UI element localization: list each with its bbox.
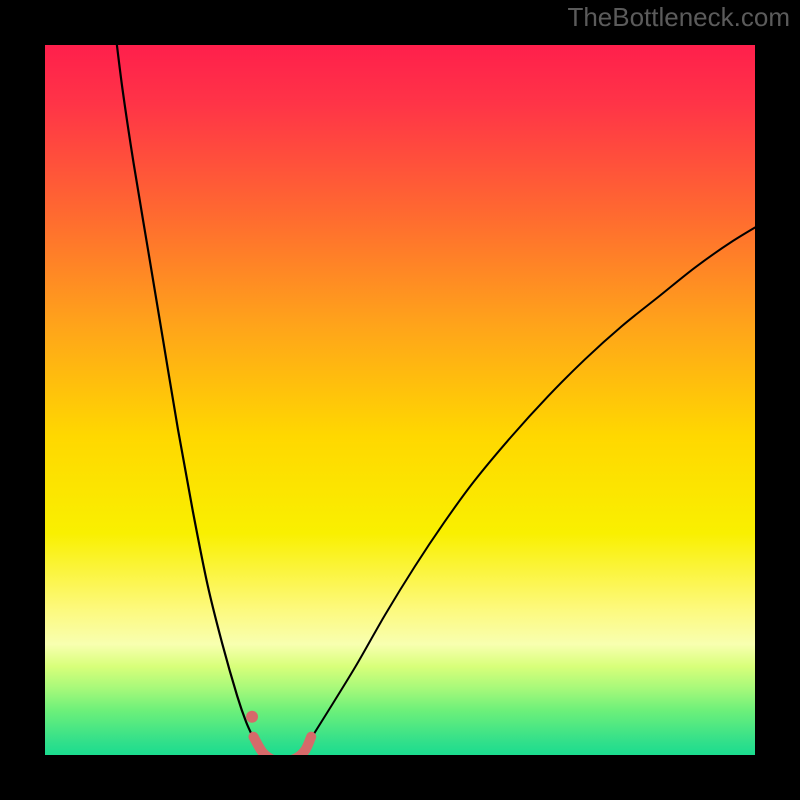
highlight-dot: [246, 711, 258, 723]
chart-stage: TheBottleneck.com: [0, 0, 800, 800]
bottleneck-chart: [0, 0, 800, 800]
plot-background-gradient: [30, 30, 770, 770]
